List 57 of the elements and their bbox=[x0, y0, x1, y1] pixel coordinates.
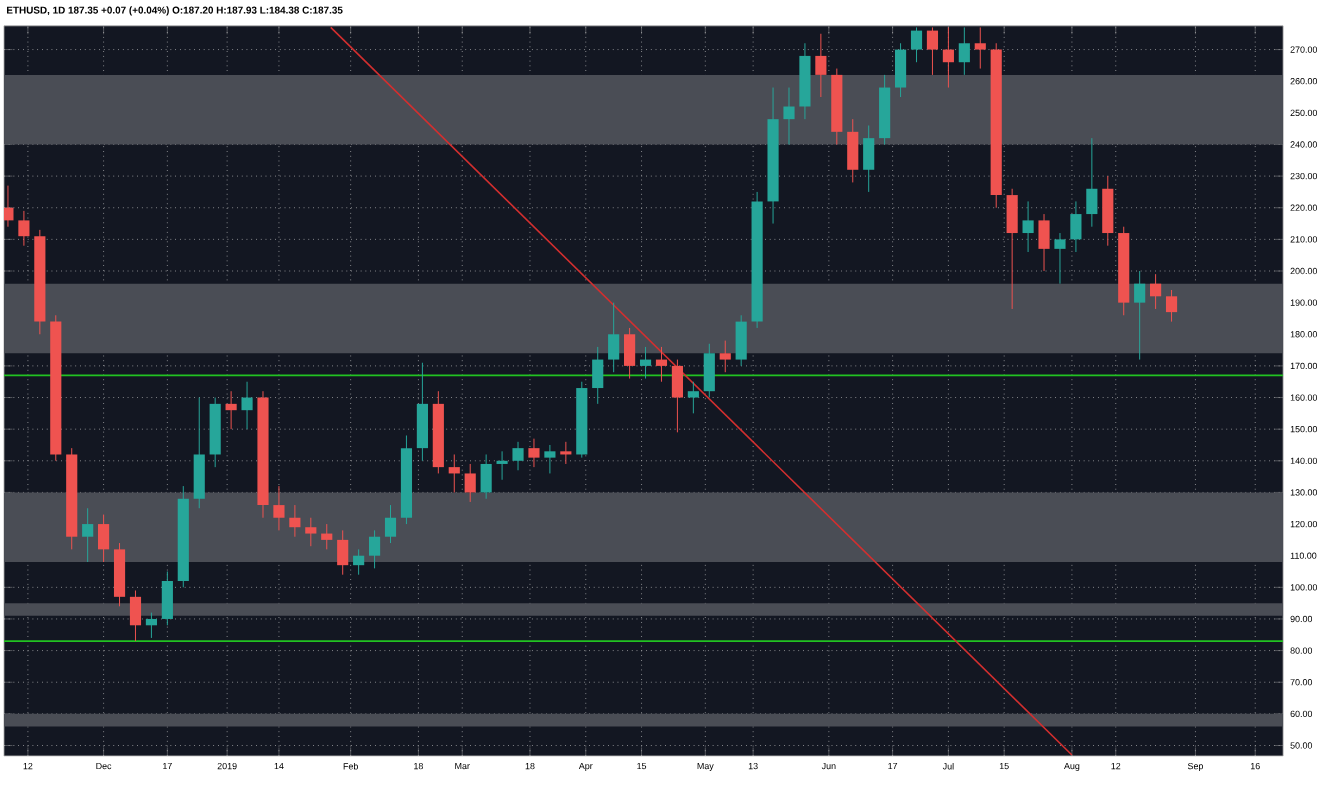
candlestick bbox=[1038, 213, 1050, 272]
candlestick bbox=[671, 359, 683, 433]
candlestick bbox=[225, 390, 237, 430]
candlestick bbox=[448, 454, 460, 494]
candlestick bbox=[655, 346, 668, 383]
candlestick bbox=[368, 530, 381, 569]
candlestick bbox=[1102, 175, 1114, 247]
candlestick bbox=[815, 33, 827, 98]
candlestick bbox=[321, 523, 333, 550]
candlestick bbox=[1022, 201, 1034, 253]
candlestick bbox=[289, 504, 301, 538]
candlestick bbox=[416, 362, 428, 462]
candlestick bbox=[18, 210, 30, 247]
candlestick bbox=[528, 438, 540, 468]
candlestick bbox=[560, 441, 572, 465]
candlestick bbox=[145, 612, 157, 639]
candlestick bbox=[273, 485, 285, 532]
candlestick bbox=[1086, 137, 1098, 228]
candlestick bbox=[1006, 188, 1018, 310]
candlestick bbox=[464, 463, 476, 503]
candlestick bbox=[608, 302, 620, 373]
candlestick bbox=[735, 314, 747, 367]
candlestick bbox=[592, 346, 604, 405]
candlestick bbox=[1070, 201, 1082, 253]
candlestick bbox=[480, 454, 492, 500]
candlestick bbox=[337, 530, 349, 576]
candlestick bbox=[624, 327, 636, 380]
candlestick bbox=[639, 346, 652, 380]
candlestick bbox=[544, 444, 556, 475]
candlestick bbox=[98, 514, 110, 563]
candlestick bbox=[1165, 289, 1178, 323]
candlestick bbox=[241, 381, 253, 430]
candlestick bbox=[894, 42, 907, 98]
candlestick bbox=[305, 517, 317, 547]
candlestick bbox=[1150, 273, 1162, 310]
candlestick bbox=[161, 571, 173, 626]
candlestick bbox=[496, 450, 508, 481]
candlestick bbox=[974, 27, 986, 70]
candlestick bbox=[353, 549, 365, 576]
candlestick bbox=[863, 125, 875, 193]
candlestick bbox=[926, 27, 939, 76]
candlestick bbox=[703, 343, 715, 399]
candlestick bbox=[1054, 232, 1066, 285]
candlestick bbox=[113, 542, 126, 607]
candlestick bbox=[847, 118, 859, 184]
candlestick bbox=[1134, 270, 1146, 361]
candlestick bbox=[82, 507, 94, 563]
candlestick bbox=[512, 441, 524, 471]
candlestick bbox=[129, 590, 142, 642]
candlestick bbox=[719, 340, 731, 373]
candlestick bbox=[942, 27, 954, 89]
candlestick bbox=[687, 381, 699, 414]
candlestick bbox=[958, 27, 970, 76]
candlestick bbox=[193, 397, 205, 509]
candlestick bbox=[910, 27, 923, 63]
candlestick bbox=[384, 504, 397, 544]
candlestick bbox=[783, 87, 795, 146]
